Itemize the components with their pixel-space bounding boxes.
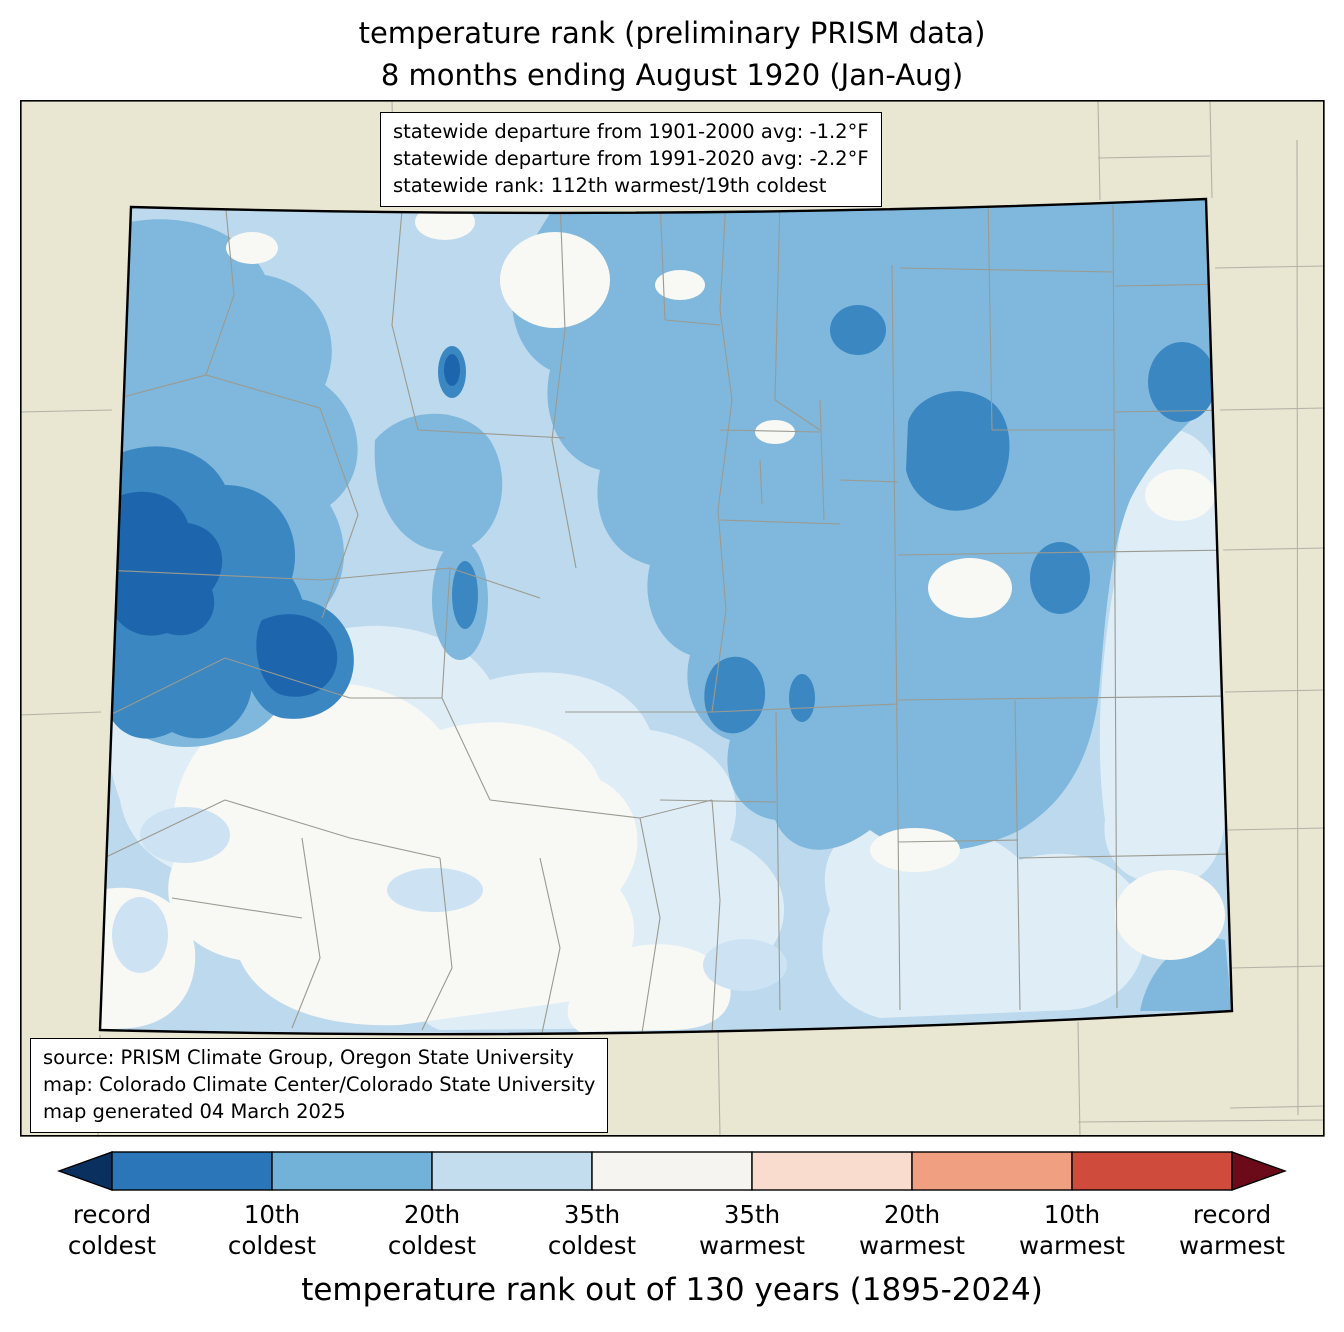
shade-white-spot-east-1 — [928, 558, 1012, 618]
shade-white-spot-north-4 — [655, 270, 705, 300]
colorbar-axis-label: temperature rank out of 130 years (1895-… — [301, 1272, 1043, 1308]
plot-frame — [20, 100, 1325, 1137]
figure-title-line2: 8 months ending August 1920 (Jan-Aug) — [380, 58, 964, 93]
colorbar-segment-5 — [751, 1151, 913, 1191]
shade-white-central — [168, 683, 638, 1026]
shade-light-patch-south-1 — [387, 868, 483, 912]
shade-dark-northeast-blob — [906, 391, 1010, 511]
tick-label-35th-coldest: 35th coldest — [547, 1200, 637, 1260]
shade-very-light-southeast — [822, 822, 1146, 1018]
tick-label-35th-warmest: 35th warmest — [698, 1200, 805, 1260]
shade-dark-spot-3 — [830, 305, 886, 355]
colorbar-segment-6 — [911, 1151, 1073, 1191]
tick-label-record-warmest: record warmest — [1178, 1200, 1285, 1260]
stats-line-2: statewide departure from 1991-2020 avg: … — [393, 146, 869, 170]
colorbar-segment-7 — [1071, 1151, 1233, 1191]
shade-dark-spot-5 — [789, 674, 815, 722]
tick-label-10th-warmest: 10th warmest — [1018, 1200, 1125, 1260]
colorbar — [56, 1148, 1288, 1194]
stats-line-3: statewide rank: 112th warmest/19th colde… — [393, 173, 827, 197]
source-attribution-box: source: PRISM Climate Group, Oregon Stat… — [30, 1038, 609, 1133]
figure-title-line1: temperature rank (preliminary PRISM data… — [358, 16, 986, 50]
shade-white-spot-east-3 — [870, 828, 960, 872]
shade-dark-central-blob — [704, 656, 766, 734]
shade-darkest-core-2 — [256, 614, 338, 697]
colorado-state-border — [98, 197, 1234, 1036]
colorbar-tick-labels: record coldest 10th coldest 20th coldest 35… — [0, 1200, 1344, 1264]
shade-dark-east-blob — [1148, 342, 1216, 422]
shade-white-spot-east-2 — [1145, 469, 1215, 521]
tick-label-20th-coldest: 20th coldest — [387, 1200, 477, 1260]
rank-shading-layers — [100, 199, 1232, 1035]
source-line-2: map: Colorado Climate Center/Colorado St… — [43, 1072, 596, 1096]
county-boundaries — [102, 199, 1232, 1034]
shade-dark-spot-4 — [1030, 542, 1090, 614]
colorbar-segment-2 — [271, 1151, 433, 1191]
colorbar-svg — [56, 1151, 1288, 1191]
shade-medium-westcentral — [374, 413, 503, 552]
shade-very-light-east-strip — [1099, 427, 1226, 882]
shade-light-patch-southwest-2 — [112, 897, 168, 973]
source-line-1: source: PRISM Climate Group, Oregon Stat… — [43, 1046, 574, 1069]
statewide-stats-box: statewide departure from 1901-2000 avg: … — [380, 112, 882, 207]
colorbar-left-arrow — [56, 1151, 113, 1191]
tick-label-record-coldest: record coldest — [67, 1200, 157, 1260]
figure-title: temperature rank (preliminary PRISM data… — [0, 12, 1344, 96]
shade-white-spot-southeast — [1115, 870, 1225, 960]
colorbar-segment-1 — [111, 1151, 273, 1191]
shade-light-patch-southwest-1 — [140, 807, 230, 863]
shade-light-patch-south-2 — [703, 939, 787, 991]
shade-white-spot-frontrange — [755, 420, 795, 444]
shade-darkest-core-1 — [108, 491, 223, 636]
colorbar-segment-4 — [591, 1151, 753, 1191]
shade-medium-bottomright — [1140, 938, 1232, 1011]
colorbar-segment-3 — [431, 1151, 593, 1191]
shade-white-spot-north-3 — [226, 232, 278, 264]
map-area: statewide departure from 1901-2000 avg: … — [20, 100, 1325, 1137]
stats-line-1: statewide departure from 1901-2000 avg: … — [393, 120, 869, 143]
shade-darkest-streak — [444, 354, 460, 386]
tick-label-20th-warmest: 20th warmest — [858, 1200, 965, 1260]
shade-white-spot-north-1 — [500, 232, 610, 328]
colorbar-right-arrow — [1231, 1151, 1288, 1191]
colorado-map-svg — [20, 100, 1325, 1137]
source-line-3: map generated 04 March 2025 — [43, 1099, 346, 1123]
shade-medium-northeast — [511, 199, 1212, 851]
neighbor-state-lines — [20, 100, 1325, 1137]
shade-dark-spot-2 — [452, 561, 478, 629]
tick-label-10th-coldest: 10th coldest — [227, 1200, 317, 1260]
